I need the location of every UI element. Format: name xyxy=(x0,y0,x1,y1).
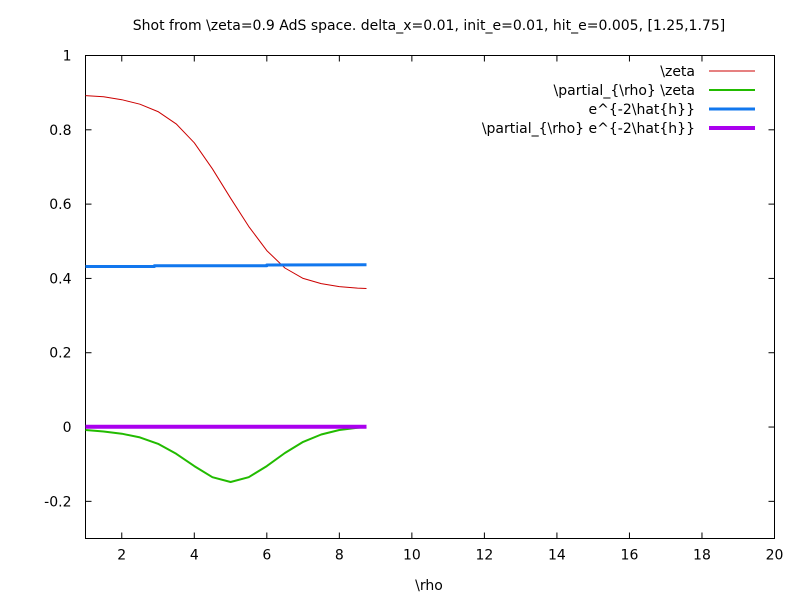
y-tick-label: 0.4 xyxy=(49,271,71,287)
x-tick-label: 14 xyxy=(548,548,566,564)
y-tick-label: 0.2 xyxy=(49,346,71,362)
plot-frame xyxy=(85,55,775,539)
x-tick-label: 8 xyxy=(335,548,344,564)
y-tick-label: 1 xyxy=(63,49,72,65)
x-tick-label: 10 xyxy=(403,548,421,564)
legend-label: \partial_{\rho} e^{-2\hat{h}} xyxy=(482,121,695,137)
x-tick-label: 4 xyxy=(190,548,199,564)
series-layer xyxy=(85,95,367,483)
y-tick-label: 0 xyxy=(63,420,72,436)
y-tick-label: -0.2 xyxy=(44,494,71,510)
x-tick-label: 20 xyxy=(766,548,784,564)
x-tick-label: 16 xyxy=(621,548,639,564)
series-line-1 xyxy=(85,95,367,289)
y-tick-label: 0.6 xyxy=(49,197,71,213)
axis-ticks: 2 4 6 8 10 12 14 16 18 20 -0.2 0 0.2 0.4 0.6 0.8 1 xyxy=(44,49,783,564)
x-axis-label: \rho xyxy=(415,578,443,594)
legend-label: e^{-2\hat{h}} xyxy=(589,102,695,118)
series-line-3 xyxy=(85,263,367,268)
x-tick-label: 6 xyxy=(262,548,271,564)
legend: \zeta \partial_{\rho} \zeta e^{-2\hat{h}} \… xyxy=(482,64,755,137)
legend-label: \zeta xyxy=(660,64,695,80)
series-line-2 xyxy=(85,426,367,483)
y-tick-label: 0.8 xyxy=(49,123,71,139)
chart-title: Shot from \zeta=0.9 AdS space. delta_x=0… xyxy=(133,18,725,34)
x-tick-label: 18 xyxy=(693,548,711,564)
legend-label: \partial_{\rho} \zeta xyxy=(554,83,695,99)
x-tick-label: 12 xyxy=(475,548,493,564)
x-tick-label: 2 xyxy=(117,548,126,564)
